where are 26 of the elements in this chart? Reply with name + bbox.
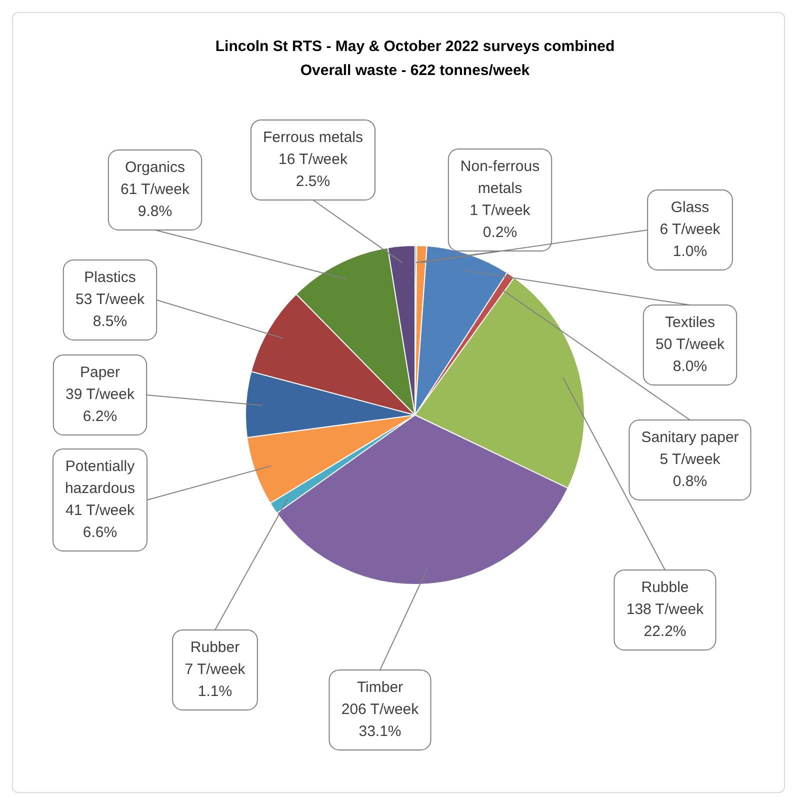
slice-label: Textiles bbox=[664, 314, 716, 332]
data-label: 138 T/week 22.2% bbox=[626, 601, 704, 640]
chart-title: Lincoln St RTS - May & October 2022 surveys combined bbox=[215, 38, 615, 56]
slice-label: Organics bbox=[124, 159, 186, 176]
data-label: 39 T/week 6.2% bbox=[66, 386, 135, 426]
data-label: 5 T/week 0.8% bbox=[660, 451, 721, 490]
slice-label: Glass bbox=[670, 199, 710, 216]
data-label: 61 T/week 9.8% bbox=[120, 181, 190, 220]
slice-label: Rubber bbox=[190, 639, 240, 656]
data-label: 50 T/week 8.0% bbox=[656, 336, 725, 376]
chart-subtitle: Overall waste - 622 tonnes/week bbox=[300, 62, 530, 80]
data-label: 1 T/week 0.2% bbox=[470, 202, 531, 242]
slice-label: Timber bbox=[356, 679, 404, 696]
data-label: 7 T/week 1.1% bbox=[184, 661, 246, 700]
slice-label: Rubble bbox=[641, 579, 689, 596]
data-label: 6 T/week 1.0% bbox=[660, 221, 721, 260]
slice-label: Potentially hazardous bbox=[64, 458, 136, 498]
slice-label: Paper bbox=[80, 364, 120, 382]
data-label: 41 T/week 6.6% bbox=[66, 502, 135, 542]
data-label: 206 T/week 33.1% bbox=[341, 701, 420, 740]
slice-label: Ferrous metals bbox=[262, 129, 364, 146]
slice-label: Sanitary paper bbox=[641, 429, 739, 446]
slice-label: Plastics bbox=[84, 269, 136, 286]
data-label: 16 T/week 2.5% bbox=[278, 151, 348, 190]
slice-label: Non-ferrous metals bbox=[460, 158, 540, 198]
data-label: 53 T/week 8.5% bbox=[76, 291, 145, 330]
